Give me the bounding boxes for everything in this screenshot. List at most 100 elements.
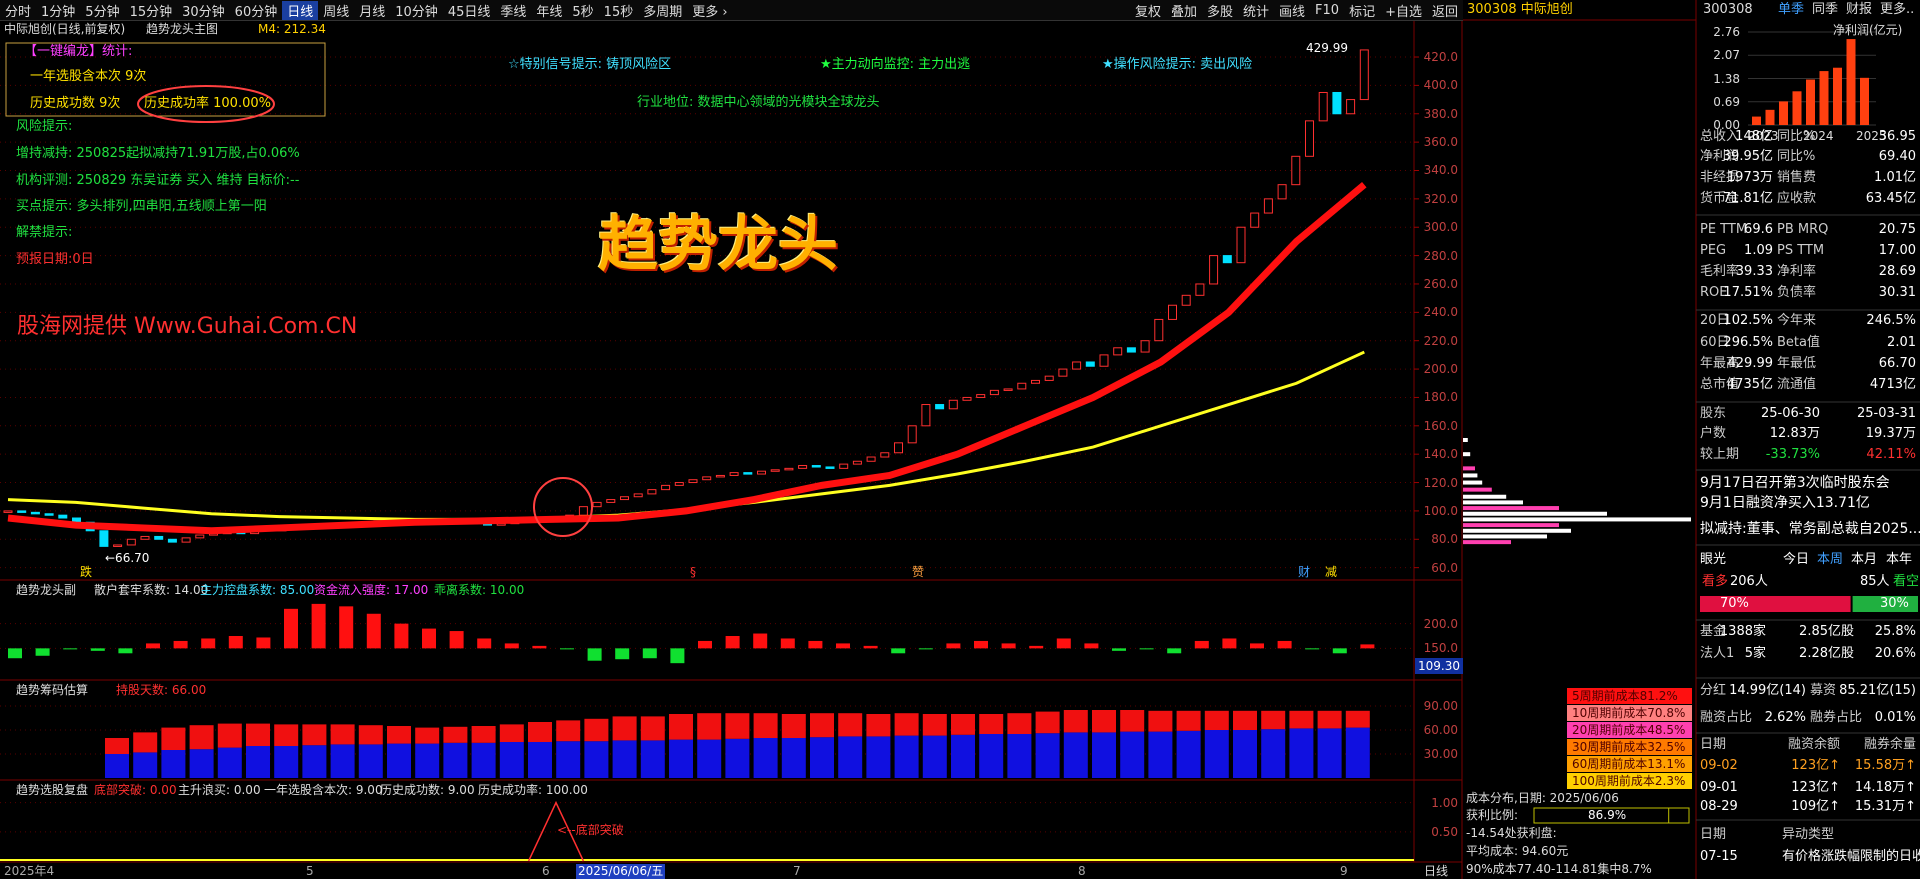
toolbar-button[interactable]: 1分钟: [41, 4, 76, 20]
toolbar-button[interactable]: 画线: [1279, 4, 1306, 20]
period-tab[interactable]: 今日: [1783, 552, 1810, 567]
toolbar-button[interactable]: 45日线: [447, 4, 491, 20]
toolbar-button[interactable]: 统计: [1243, 4, 1270, 20]
row-label: 较上期: [1700, 447, 1740, 462]
toolbar-button[interactable]: 60分钟: [234, 4, 278, 20]
x-tick-label: 5: [306, 864, 314, 878]
chip-bar-blue: [1120, 731, 1145, 778]
stats-line: 历史成功数 9次: [30, 96, 121, 111]
candle: [140, 535, 150, 540]
bull-label: 看多: [1702, 574, 1729, 589]
note: 9月1日融资净买入13.71亿: [1700, 495, 1870, 511]
toolbar-button[interactable]: 多股: [1206, 4, 1233, 20]
candle: [962, 396, 972, 401]
osc-bar: [946, 643, 961, 649]
candle: [58, 514, 68, 519]
toolbar-button[interactable]: 返回: [1431, 4, 1458, 20]
toolbar-button[interactable]: 年线: [536, 4, 563, 20]
event-marker: 跌: [80, 565, 93, 579]
osc-bar: [504, 643, 519, 649]
candle: [976, 394, 986, 398]
candle: [839, 463, 849, 469]
tab[interactable]: 同季: [1812, 2, 1839, 17]
chip-bar-blue: [1204, 730, 1229, 778]
toolbar-button[interactable]: 周线: [323, 4, 350, 20]
legend-box: [1567, 705, 1692, 721]
toolbar-button[interactable]: 多周期: [643, 4, 683, 20]
chip-bar-blue: [669, 739, 693, 778]
candle: [1209, 255, 1219, 285]
candle: [99, 530, 109, 547]
y-tick-label: 400.0: [1423, 78, 1458, 93]
osc-bar: [173, 640, 188, 649]
bull-bar: [1700, 596, 1851, 612]
cell: 有价格涨跌幅限制的日收...: [1782, 849, 1920, 864]
cell: 08-29: [1700, 799, 1738, 814]
toolbar-button[interactable]: 15秒: [603, 4, 634, 20]
toolbar-button[interactable]: 叠加: [1170, 4, 1197, 20]
row-label: 同比%: [1777, 149, 1816, 164]
osc-bar: [698, 640, 712, 649]
y-tick-label: 60.00: [1423, 723, 1458, 737]
pane-field: 一年选股含本次: 9.00: [264, 783, 383, 797]
tab[interactable]: 单季: [1778, 2, 1805, 17]
toolbar-button[interactable]: 标记: [1349, 4, 1376, 20]
period-tab[interactable]: 本年: [1886, 552, 1913, 567]
pane-field: 底部突破: 0.00: [94, 783, 177, 797]
row-label: 净利润: [1700, 149, 1740, 164]
chip-bar-red: [640, 716, 665, 741]
osc-bar: [422, 628, 436, 649]
candle: [1195, 283, 1205, 296]
y-tick-label: 0.50: [1431, 824, 1458, 839]
chip-bar-blue: [866, 736, 891, 778]
toolbar-button[interactable]: 日线: [282, 0, 319, 20]
osc-bar: [974, 640, 988, 649]
chip-bar-blue: [1317, 728, 1342, 778]
row-value: 20.75: [1878, 222, 1916, 237]
toolbar-button[interactable]: 15分钟: [129, 4, 173, 20]
profit-bar: [1819, 71, 1829, 125]
cell: 15.31万↑: [1854, 799, 1916, 814]
toolbar-button[interactable]: 更多 ›: [692, 4, 728, 20]
chip-bar-red: [217, 723, 242, 748]
candle: [1291, 155, 1301, 186]
pane-title: 趋势筹码估算: [16, 683, 89, 697]
toolbar-button[interactable]: 30分钟: [182, 4, 225, 20]
osc-bar: [63, 648, 78, 650]
chip-bar-red: [1233, 710, 1257, 730]
period-tab[interactable]: 本月: [1851, 552, 1878, 567]
toolbar-button[interactable]: 5秒: [572, 4, 594, 20]
tab[interactable]: 财报: [1846, 2, 1873, 17]
osc-bar: [780, 638, 795, 649]
signal-text: ★主力动向监控: 主力出逃: [820, 57, 971, 72]
candle: [674, 482, 684, 486]
toolbar-button[interactable]: F10: [1315, 2, 1340, 18]
row-value: 39.95亿: [1722, 149, 1773, 164]
toolbar-button[interactable]: 复权: [1134, 4, 1161, 20]
chip-profile: [1463, 466, 1475, 471]
toolbar-button[interactable]: 季线: [500, 4, 527, 20]
chip-bar-red: [105, 738, 129, 754]
chip-bar-blue: [556, 741, 581, 778]
chip-line: 平均成本: 94.60元: [1466, 844, 1569, 858]
row-value: 1973万: [1726, 170, 1773, 185]
cell: 109亿↑: [1791, 799, 1840, 814]
toolbar-button[interactable]: 5分钟: [85, 4, 120, 20]
cell: 15.58万↑: [1854, 758, 1916, 773]
toolbar-button[interactable]: 分时: [5, 4, 32, 20]
tip-text: 风险提示:: [16, 119, 73, 134]
row-value: 296.5%: [1723, 335, 1773, 350]
toolbar-button[interactable]: 月线: [359, 4, 386, 20]
row-value: 5家: [1744, 646, 1766, 661]
chip-bar-red: [1176, 710, 1201, 731]
toolbar-button[interactable]: +自选: [1385, 4, 1422, 20]
y-tick-label: 160.0: [1423, 418, 1458, 433]
candle: [1044, 375, 1054, 381]
chip-bar-red: [1261, 710, 1286, 730]
pane-field: 散户套牢系数: 14.00: [94, 583, 209, 597]
toolbar-button[interactable]: 10分钟: [395, 4, 438, 20]
period-tab[interactable]: 本周: [1817, 552, 1844, 567]
osc-bar: [587, 648, 602, 661]
tab[interactable]: 更多..: [1880, 2, 1915, 17]
candle: [113, 544, 123, 547]
